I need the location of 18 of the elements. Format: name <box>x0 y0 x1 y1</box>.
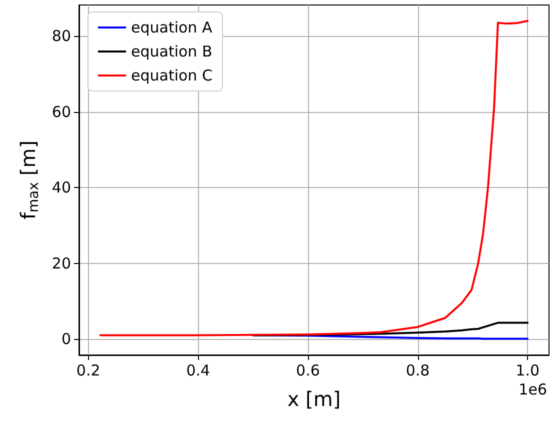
legend-label: equation B <box>131 42 212 60</box>
x-axis-title: x [m] <box>287 387 341 411</box>
x-tick-label: 0.4 <box>186 362 210 380</box>
y-tick-label: 60 <box>52 102 71 121</box>
x-tick-label: 0.6 <box>296 362 320 380</box>
y-tick-label: 20 <box>52 254 71 272</box>
y-tick-label: 0 <box>61 330 71 348</box>
x-tick-label: 0.2 <box>76 362 100 380</box>
legend-label: equation A <box>131 18 213 36</box>
text: 1e6 <box>518 380 548 398</box>
legend-label: equation C <box>131 66 212 84</box>
y-axis-title: fmax [m] <box>16 140 42 220</box>
line-series <box>252 322 529 336</box>
x-tick-label: 0.8 <box>406 362 430 380</box>
y-tick-label: 40 <box>52 178 71 197</box>
line-series <box>99 20 529 336</box>
x-tick-label: 1.0 <box>516 362 540 380</box>
y-tick-label: 80 <box>52 27 71 46</box>
